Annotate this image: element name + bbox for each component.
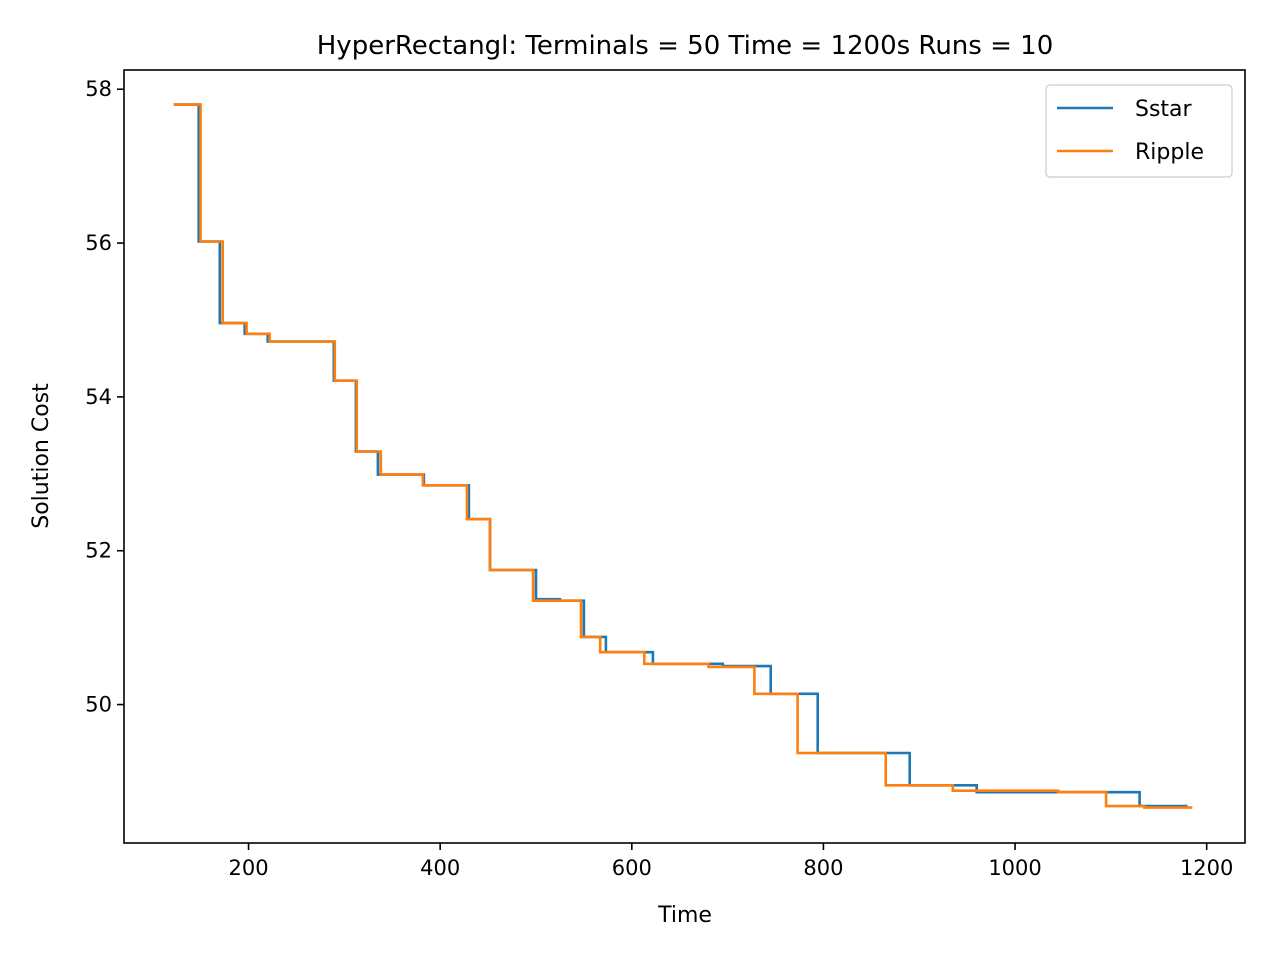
y-tick-label: 56 bbox=[85, 231, 112, 255]
series-line-sstar bbox=[173, 103, 1188, 808]
x-tick-label: 600 bbox=[612, 856, 652, 880]
series-line-ripple bbox=[173, 103, 1193, 809]
x-tick-label: 200 bbox=[229, 856, 269, 880]
chart-title: HyperRectangl: Terminals = 50 Time = 120… bbox=[317, 31, 1053, 61]
y-tick-label: 54 bbox=[85, 385, 112, 409]
x-tick-label: 800 bbox=[803, 856, 843, 880]
x-axis-label: Time bbox=[657, 903, 712, 928]
x-axis: 200 400 600 800 1000 1200 bbox=[229, 843, 1233, 880]
y-tick-label: 50 bbox=[85, 693, 112, 717]
series-layer bbox=[173, 103, 1193, 809]
x-tick-label: 1000 bbox=[988, 856, 1041, 880]
legend-label-sstar: Sstar bbox=[1135, 97, 1193, 122]
legend-label-ripple: Ripple bbox=[1135, 140, 1204, 165]
y-tick-label: 52 bbox=[85, 539, 112, 563]
x-tick-label: 1200 bbox=[1180, 856, 1233, 880]
plot-frame bbox=[123, 69, 1246, 844]
y-axis: 50 52 54 56 58 bbox=[85, 77, 124, 717]
y-axis-label: Solution Cost bbox=[29, 383, 54, 529]
y-tick-label: 58 bbox=[85, 77, 112, 101]
x-tick-label: 400 bbox=[420, 856, 460, 880]
legend: Sstar Ripple bbox=[1045, 84, 1233, 178]
